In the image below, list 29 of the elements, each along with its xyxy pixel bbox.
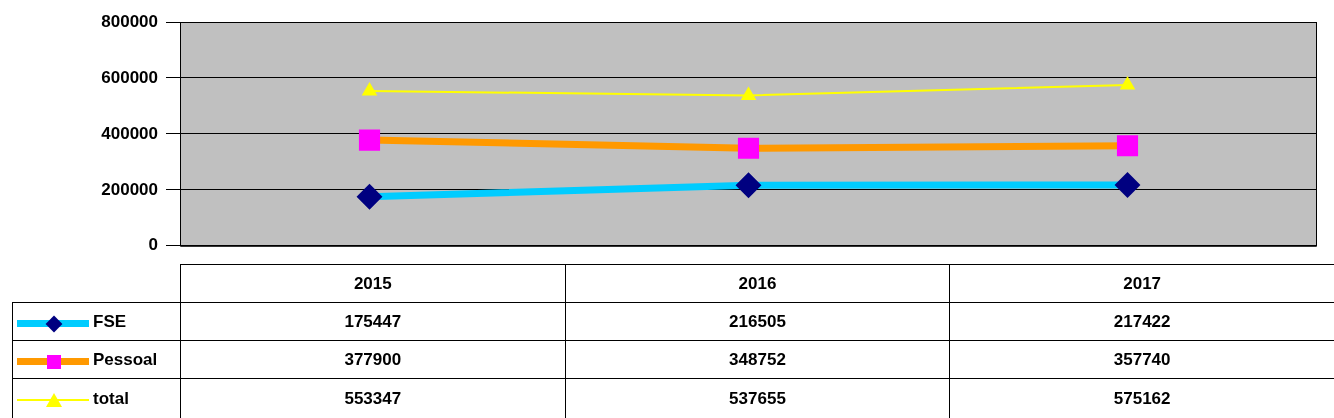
legend-label: FSE <box>93 311 127 332</box>
legend-label: Pessoal <box>93 349 158 370</box>
y-tick-label: 200000 <box>101 179 158 199</box>
legend-label: total <box>93 388 129 409</box>
y-tick-label: 600000 <box>101 67 158 87</box>
data-label: 217422 <box>949 302 1334 341</box>
data-label: 377900 <box>180 340 566 379</box>
data-label: 553347 <box>180 378 566 418</box>
point <box>358 129 381 151</box>
point <box>1116 135 1139 157</box>
data-label: 175447 <box>180 302 566 341</box>
x-tick-label: 2016 <box>564 264 951 303</box>
data-label: 575162 <box>949 378 1334 418</box>
x-tick-label: 2015 <box>180 264 566 303</box>
data-label: 348752 <box>564 340 951 379</box>
y-tick-label: 0 <box>148 235 158 255</box>
y-tick-label: 400000 <box>101 123 158 143</box>
point <box>737 173 760 197</box>
point <box>1120 76 1135 90</box>
data-label: 357740 <box>949 340 1334 379</box>
point <box>1116 173 1139 197</box>
data-label: 216505 <box>564 302 951 341</box>
data-label: 537655 <box>564 378 951 418</box>
point <box>741 87 756 100</box>
point <box>362 83 377 96</box>
point <box>358 185 381 209</box>
x-tick-label: 2017 <box>949 264 1334 303</box>
point <box>737 137 760 159</box>
y-tick-label: 800000 <box>101 11 158 31</box>
